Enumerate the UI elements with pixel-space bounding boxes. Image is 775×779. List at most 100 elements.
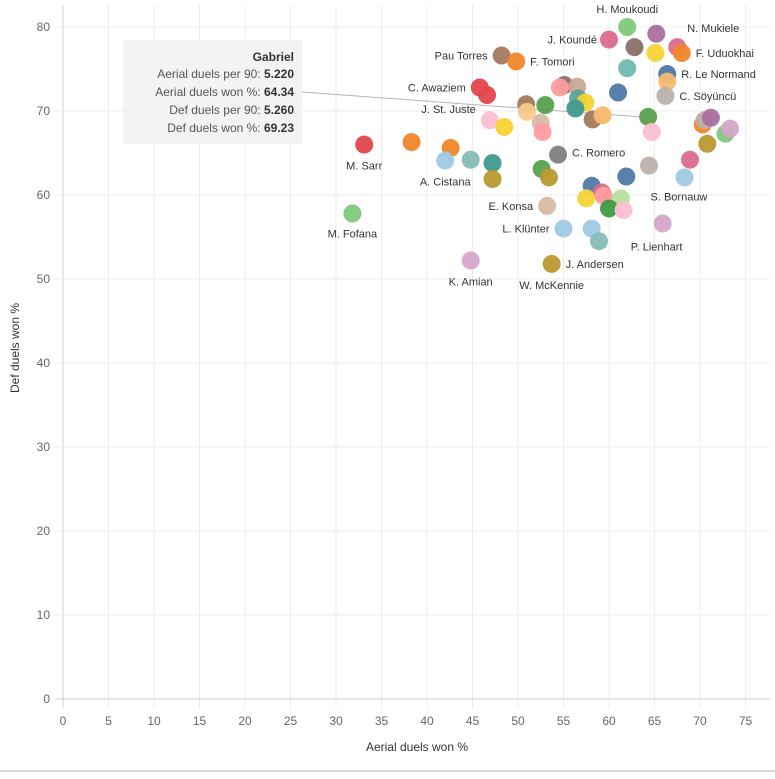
y-tick-label: 20 bbox=[37, 524, 51, 538]
data-point bbox=[550, 78, 569, 97]
tooltip-title: Gabriel bbox=[253, 50, 294, 64]
data-point bbox=[436, 151, 455, 170]
y-axis-title: Def duels won % bbox=[8, 303, 22, 393]
point-label: F. Tomori bbox=[530, 56, 574, 68]
point-label: J. St. Juste bbox=[421, 104, 475, 116]
data-point bbox=[495, 117, 514, 136]
data-point bbox=[625, 38, 644, 57]
data-point bbox=[343, 204, 362, 223]
data-point bbox=[600, 199, 618, 218]
tooltip: Gabriel Aerial duels per 90: 5.220 Aerial … bbox=[123, 40, 302, 144]
data-point bbox=[355, 135, 374, 154]
data-point bbox=[478, 86, 497, 105]
x-tick-label: 60 bbox=[602, 714, 616, 728]
x-axis-title: Aerial duels won % bbox=[366, 740, 468, 754]
point-label: M. Sarr bbox=[346, 161, 382, 173]
tooltip-row-label: Aerial duels won %: bbox=[155, 85, 264, 99]
data-point bbox=[646, 44, 665, 63]
tooltip-row: Def duels per 90: 5.260 bbox=[169, 103, 294, 117]
tooltip-row-value: 69.23 bbox=[264, 121, 294, 135]
point-label: H. Moukoudi bbox=[596, 4, 658, 16]
data-point bbox=[492, 46, 511, 65]
point-label: K. Amian bbox=[449, 277, 493, 289]
data-point bbox=[542, 254, 561, 273]
data-point bbox=[536, 96, 555, 115]
point-label: C. Awaziem bbox=[408, 82, 466, 94]
point-label: J. Andersen bbox=[566, 259, 624, 271]
data-point bbox=[461, 150, 480, 169]
point-label: A. Cistana bbox=[420, 177, 472, 189]
tooltip-row-value: 64.34 bbox=[264, 85, 294, 99]
y-tick-label: 80 bbox=[37, 20, 51, 34]
data-point bbox=[538, 196, 557, 215]
data-point bbox=[480, 111, 499, 130]
data-point bbox=[549, 145, 568, 164]
bottom-divider bbox=[0, 770, 775, 772]
data-point bbox=[566, 99, 585, 118]
data-point bbox=[507, 52, 526, 71]
data-point bbox=[539, 168, 558, 187]
y-tick-label: 30 bbox=[37, 440, 51, 454]
data-point bbox=[701, 108, 720, 127]
point-label: M. Fofana bbox=[328, 228, 378, 240]
data-point bbox=[609, 83, 628, 102]
tooltip-row-label: Def duels won %: bbox=[167, 121, 264, 135]
y-tick-label: 60 bbox=[37, 188, 51, 202]
data-point bbox=[614, 201, 633, 220]
data-point bbox=[577, 189, 596, 208]
x-tick-label: 10 bbox=[147, 714, 161, 728]
x-tick-label: 35 bbox=[375, 714, 389, 728]
point-label: C. Romero bbox=[572, 148, 625, 160]
x-tick-label: 65 bbox=[648, 714, 662, 728]
y-tick-label: 40 bbox=[37, 356, 51, 370]
data-point bbox=[698, 134, 717, 153]
point-label: N. Mukiele bbox=[687, 23, 739, 35]
point-label: W. McKennie bbox=[519, 280, 584, 292]
data-point bbox=[518, 102, 537, 121]
x-tick-label: 75 bbox=[739, 714, 753, 728]
point-label: F. Uduokhai bbox=[696, 48, 754, 60]
tooltip-row-label: Def duels per 90: bbox=[169, 103, 264, 117]
point-label: P. Lienhart bbox=[631, 242, 683, 254]
data-point bbox=[483, 154, 502, 173]
x-tick-label: 40 bbox=[420, 714, 434, 728]
data-point bbox=[642, 123, 661, 141]
tooltip-row-value: 5.220 bbox=[264, 67, 294, 81]
data-point bbox=[402, 133, 421, 152]
data-points bbox=[343, 18, 740, 273]
point-labels: H. Moukoudi N. Mukiele J. Koundé Pau Torres… bbox=[328, 4, 756, 292]
tooltip-row-value: 5.260 bbox=[264, 103, 294, 117]
data-point bbox=[600, 30, 618, 49]
data-point bbox=[483, 170, 502, 189]
data-point bbox=[658, 72, 677, 91]
data-point bbox=[618, 18, 637, 36]
x-tick-label: 5 bbox=[105, 714, 112, 728]
point-label: S. Bornauw bbox=[651, 191, 708, 203]
data-point bbox=[593, 106, 612, 125]
data-point bbox=[647, 24, 666, 43]
data-point bbox=[639, 107, 658, 126]
axis-ticks: 0 5 10 15 20 25 30 35 40 45 50 55 60 65 70 75 0 10 20 30 40 5… bbox=[37, 20, 753, 728]
y-tick-label: 50 bbox=[37, 272, 51, 286]
data-point bbox=[653, 214, 672, 233]
tooltip-row: Aerial duels won %: 64.34 bbox=[155, 85, 294, 99]
point-label: J. Koundé bbox=[547, 35, 597, 47]
data-point bbox=[533, 123, 552, 141]
x-tick-label: 55 bbox=[557, 714, 571, 728]
point-label: C. Söyüncü bbox=[679, 91, 736, 103]
data-point bbox=[675, 168, 694, 187]
data-point bbox=[721, 119, 740, 138]
data-point bbox=[672, 44, 691, 63]
y-tick-label: 0 bbox=[43, 692, 50, 706]
x-tick-label: 25 bbox=[284, 714, 298, 728]
tooltip-row: Def duels won %: 69.23 bbox=[167, 121, 294, 135]
data-point bbox=[617, 167, 636, 186]
x-tick-label: 70 bbox=[693, 714, 707, 728]
x-tick-label: 50 bbox=[511, 714, 525, 728]
data-point bbox=[589, 232, 608, 251]
data-point bbox=[680, 150, 699, 169]
point-label: E. Konsa bbox=[488, 201, 534, 213]
tooltip-row: Aerial duels per 90: 5.220 bbox=[157, 67, 294, 81]
